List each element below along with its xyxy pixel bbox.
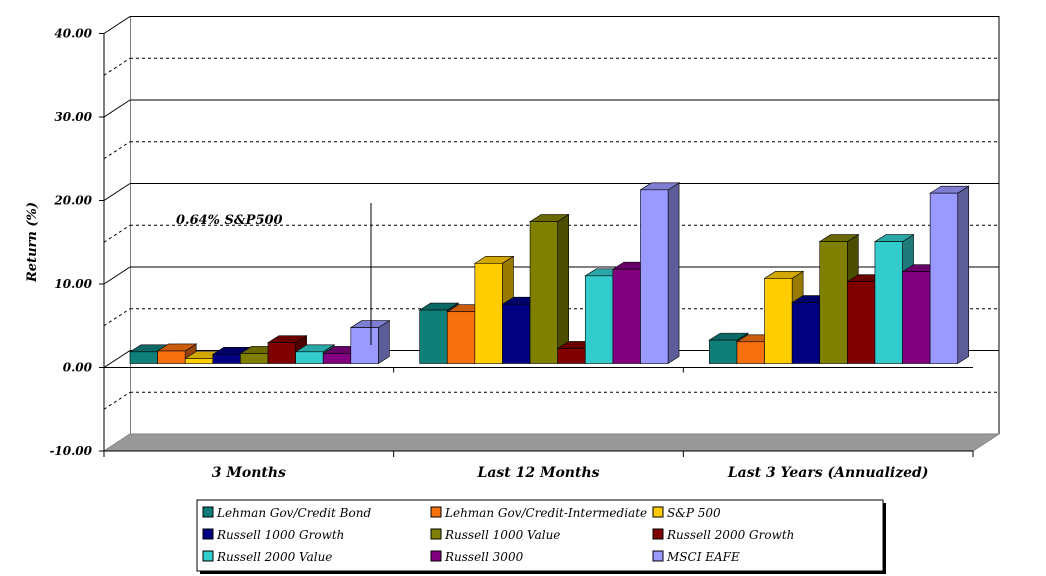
bar-front (212, 354, 241, 364)
legend: Lehman Gov/Credit Bond Lehman Gov/Credit-… (196, 499, 886, 574)
category-label: Last 3 Years (Annualized) (727, 465, 929, 481)
bar-front (612, 268, 641, 364)
legend-swatch (202, 506, 214, 518)
legend-swatch (430, 506, 442, 518)
bar-front (929, 192, 959, 364)
bar-front (791, 302, 821, 364)
legend-label: Russell 2000 Growth (666, 528, 794, 542)
bar-front (350, 327, 379, 364)
legend-label: Lehman Gov/Credit-Intermediate (444, 506, 647, 520)
minor-gridline (103, 224, 131, 243)
bar (529, 214, 570, 365)
y-tick-label: 30.00 (54, 110, 92, 124)
bar-front (529, 221, 558, 364)
legend-swatch (202, 550, 214, 562)
major-gridline (103, 16, 131, 34)
legend-label: MSCI EAFE (666, 550, 740, 564)
side-wall (104, 16, 130, 451)
bar (156, 343, 198, 365)
minor-gridline (103, 391, 131, 410)
minor-gridline (103, 141, 131, 160)
annotation-label: 0.64% S&P500 (176, 213, 283, 228)
bar-side (557, 214, 569, 365)
bar-front (157, 350, 186, 364)
category-label: 3 Months (212, 465, 286, 481)
major-gridline (103, 99, 131, 118)
bar-front (709, 339, 738, 364)
y-tick-label: 0.00 (63, 361, 93, 375)
bar-side (378, 320, 390, 365)
bar (763, 270, 805, 365)
legend-label: Russell 2000 Value (216, 550, 332, 564)
bars (128, 182, 970, 365)
legend-label: Russell 3000 (444, 550, 524, 564)
chart-floor (102, 433, 1001, 452)
bar-front (584, 275, 614, 364)
bar-side (667, 182, 680, 365)
major-gridline (103, 266, 131, 285)
legend-swatch (652, 550, 664, 562)
bar-side (957, 185, 970, 365)
bar (639, 182, 681, 365)
major-gridline (103, 350, 131, 368)
bar-front (819, 241, 848, 364)
bar-front (847, 281, 876, 364)
minor-gridline (103, 308, 131, 327)
bar-front (419, 309, 448, 364)
bar-front (640, 189, 669, 364)
legend-swatch (652, 528, 664, 540)
legend-label: S&P 500 (667, 506, 721, 520)
category-labels: 3 Months Last 12 Months Last 3 Years (Annu… (212, 465, 929, 481)
y-tick-label: 20.00 (53, 194, 92, 208)
bar-front (736, 341, 765, 364)
bar-front (129, 351, 158, 364)
bar-front (874, 241, 903, 364)
annotation: 0.64% S&P500 (176, 203, 372, 345)
legend-label: Russell 1000 Value (444, 528, 560, 542)
bar (349, 320, 391, 365)
bar-front (267, 342, 296, 364)
major-gridline (103, 183, 131, 201)
bar-front (446, 311, 476, 364)
bar-front (764, 278, 793, 364)
value-axis (99, 33, 974, 457)
legend-swatch (430, 528, 442, 540)
legend-swatch (202, 528, 214, 540)
bar-front (502, 303, 531, 364)
bar-front (295, 351, 324, 364)
bar-front (322, 353, 352, 364)
y-tick-label: -10.00 (49, 444, 92, 458)
bar-front (557, 348, 586, 364)
y-axis-title: Return (%) (25, 202, 40, 283)
bar-front (184, 358, 214, 364)
floor-plane (102, 433, 1001, 452)
y-tick-label: 40.00 (54, 27, 92, 41)
category-label: Last 12 Months (476, 465, 599, 481)
legend-label: Lehman Gov/Credit Bond (216, 506, 371, 520)
bar-front (474, 262, 503, 364)
y-tick-label: 10.00 (54, 277, 92, 291)
bar-front (240, 353, 269, 364)
bar (929, 185, 970, 365)
y-tick-labels: -10.00 0.00 10.00 20.00 30.00 40.00 (49, 27, 92, 459)
legend-box (196, 499, 884, 572)
legend-swatch (652, 506, 664, 518)
legend-swatch (430, 550, 442, 562)
bar-front (902, 271, 931, 364)
legend-label: Russell 1000 Growth (216, 528, 344, 542)
minor-gridline (103, 57, 131, 76)
